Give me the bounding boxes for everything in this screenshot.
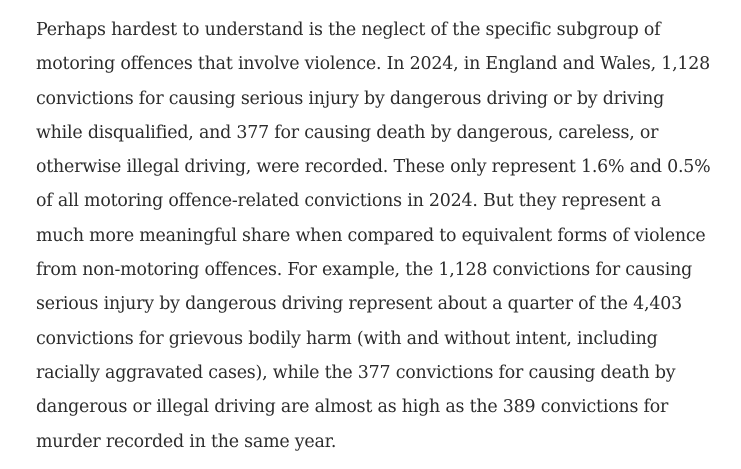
paragraph-line: convictions for grievous bodily harm (wi… — [36, 328, 658, 349]
paragraph-line: while disqualified, and 377 for causing … — [36, 122, 659, 143]
paragraph-line: convictions for causing serious injury b… — [36, 88, 665, 109]
paragraph-line: much more meaningful share when compared… — [36, 225, 706, 246]
paragraph-line: otherwise illegal driving, were recorded… — [36, 157, 711, 178]
paragraph-line: from non-motoring offences. For example,… — [36, 260, 693, 281]
paragraph-line: dangerous or illegal driving are almost … — [36, 397, 669, 418]
paragraph-line: of all motoring offence-related convicti… — [36, 191, 662, 212]
article-paragraph: Perhaps hardest to understand is the neg… — [36, 13, 726, 459]
paragraph-line: motoring offences that involve violence.… — [36, 54, 711, 75]
paragraph-line: racially aggravated cases), while the 37… — [36, 362, 676, 383]
paragraph-line: Perhaps hardest to understand is the neg… — [36, 20, 661, 40]
paragraph-line: serious injury by dangerous driving repr… — [36, 294, 682, 315]
paragraph-line: murder recorded in the same year. — [36, 431, 337, 452]
